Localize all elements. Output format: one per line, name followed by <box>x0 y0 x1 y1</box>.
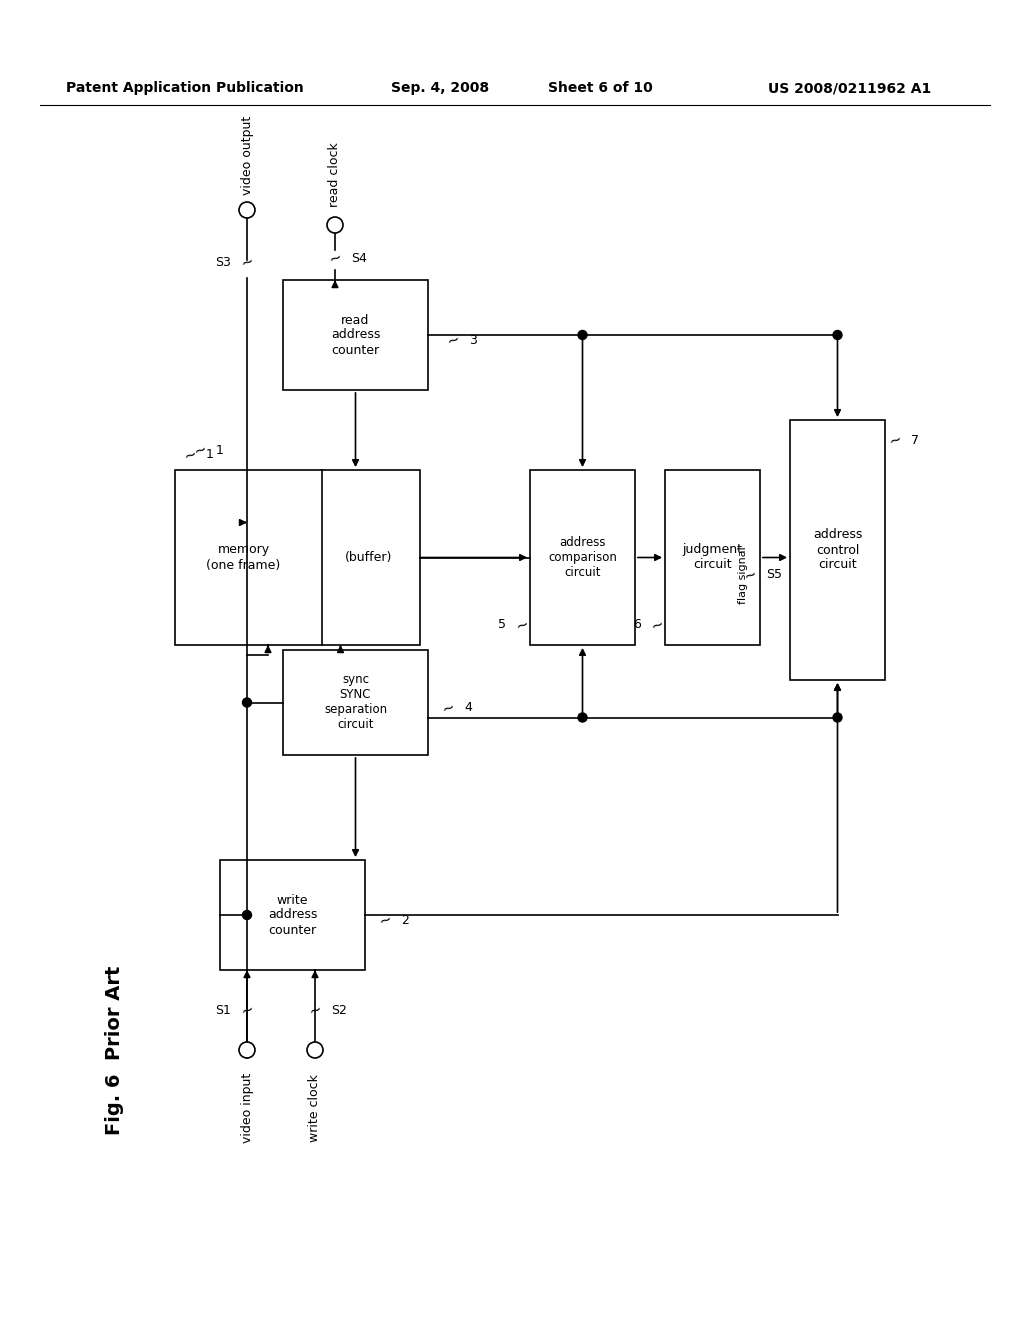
Text: ~: ~ <box>887 430 903 449</box>
FancyBboxPatch shape <box>530 470 635 645</box>
Text: 7: 7 <box>911 433 919 446</box>
Text: (buffer): (buffer) <box>345 550 392 564</box>
Text: sync
SYNC
separation
circuit: sync SYNC separation circuit <box>324 673 387 731</box>
Text: 2: 2 <box>401 913 409 927</box>
Text: ~: ~ <box>191 441 209 459</box>
Text: judgment
circuit: judgment circuit <box>683 544 742 572</box>
Text: S1: S1 <box>215 1003 231 1016</box>
Text: Fig. 6  Prior Art: Fig. 6 Prior Art <box>105 965 125 1135</box>
Text: S3: S3 <box>215 256 231 268</box>
Circle shape <box>239 202 255 218</box>
Text: ~: ~ <box>327 248 344 267</box>
FancyBboxPatch shape <box>175 470 420 645</box>
Text: write clock: write clock <box>308 1074 322 1142</box>
Text: US 2008/0211962 A1: US 2008/0211962 A1 <box>768 81 932 95</box>
FancyBboxPatch shape <box>283 280 428 389</box>
Circle shape <box>239 1041 255 1059</box>
Text: 1: 1 <box>206 449 214 462</box>
Text: ~: ~ <box>377 911 393 929</box>
Circle shape <box>307 1041 323 1059</box>
Text: ~: ~ <box>513 615 530 634</box>
Text: flag signal: flag signal <box>738 546 748 603</box>
Text: ~: ~ <box>741 566 759 585</box>
Text: S4: S4 <box>351 252 367 264</box>
Text: 5: 5 <box>498 619 506 631</box>
Text: ~: ~ <box>181 446 199 465</box>
FancyBboxPatch shape <box>665 470 760 645</box>
Text: ~: ~ <box>306 1001 324 1019</box>
Circle shape <box>578 713 587 722</box>
FancyBboxPatch shape <box>790 420 885 680</box>
Text: ~: ~ <box>648 615 666 634</box>
Text: Sheet 6 of 10: Sheet 6 of 10 <box>548 81 652 95</box>
Text: S5: S5 <box>766 569 782 582</box>
Text: write
address
counter: write address counter <box>268 894 317 936</box>
FancyBboxPatch shape <box>220 861 365 970</box>
Circle shape <box>243 698 252 708</box>
Circle shape <box>243 911 252 920</box>
Text: address
comparison
circuit: address comparison circuit <box>548 536 616 579</box>
Text: video input: video input <box>241 1073 254 1143</box>
Text: ~: ~ <box>444 331 462 350</box>
Circle shape <box>833 330 842 339</box>
Text: Sep. 4, 2008: Sep. 4, 2008 <box>391 81 489 95</box>
Text: address
control
circuit: address control circuit <box>813 528 862 572</box>
Text: video output: video output <box>241 115 254 194</box>
Text: ~: ~ <box>239 1001 256 1019</box>
Text: 6: 6 <box>633 619 641 631</box>
Text: ~: ~ <box>439 698 457 717</box>
Text: 3: 3 <box>469 334 477 346</box>
Circle shape <box>327 216 343 234</box>
Text: ~: ~ <box>239 252 256 271</box>
Text: read clock: read clock <box>329 143 341 207</box>
FancyBboxPatch shape <box>283 649 428 755</box>
Text: 1: 1 <box>216 444 224 457</box>
Circle shape <box>578 330 587 339</box>
Text: memory
(one frame): memory (one frame) <box>207 544 281 572</box>
Circle shape <box>833 713 842 722</box>
Text: 4: 4 <box>464 701 472 714</box>
Text: read
address
counter: read address counter <box>331 314 380 356</box>
Text: Patent Application Publication: Patent Application Publication <box>67 81 304 95</box>
Text: S2: S2 <box>331 1003 347 1016</box>
